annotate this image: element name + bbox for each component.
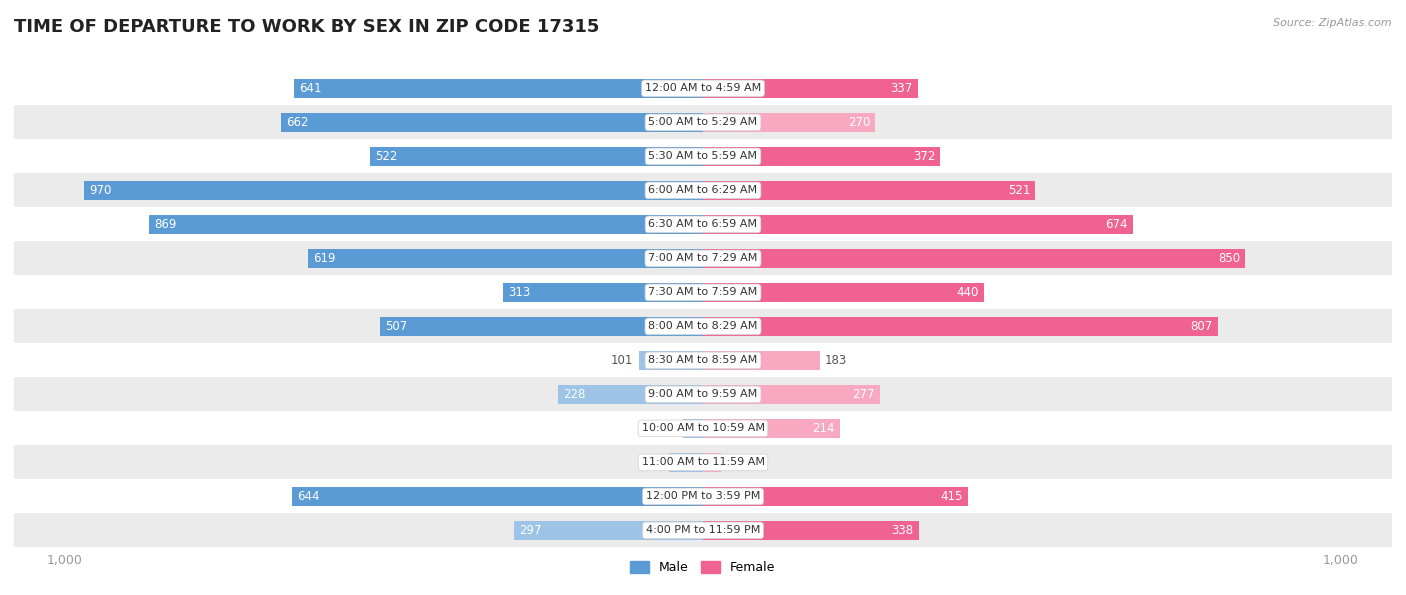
Text: Source: ZipAtlas.com: Source: ZipAtlas.com — [1274, 18, 1392, 28]
Text: 7:30 AM to 7:59 AM: 7:30 AM to 7:59 AM — [648, 287, 758, 298]
Bar — [0, 343, 1406, 377]
Bar — [0, 71, 1406, 105]
Bar — [703, 453, 721, 472]
Bar — [0, 480, 1406, 513]
Text: 12:00 AM to 4:59 AM: 12:00 AM to 4:59 AM — [645, 83, 761, 93]
Bar — [281, 113, 703, 131]
Text: 5:30 AM to 5:59 AM: 5:30 AM to 5:59 AM — [648, 151, 758, 161]
Bar — [703, 419, 839, 438]
Text: 29: 29 — [727, 456, 741, 469]
Text: 869: 869 — [153, 218, 176, 231]
Bar — [703, 181, 1035, 200]
Text: 11:00 AM to 11:59 AM: 11:00 AM to 11:59 AM — [641, 458, 765, 468]
Bar — [0, 309, 1406, 343]
Bar — [380, 317, 703, 336]
Bar — [703, 521, 918, 540]
Text: 183: 183 — [825, 354, 846, 367]
Text: 9:00 AM to 9:59 AM: 9:00 AM to 9:59 AM — [648, 389, 758, 399]
Bar — [703, 79, 918, 98]
Legend: Male, Female: Male, Female — [626, 556, 780, 579]
Bar — [703, 215, 1133, 234]
Bar — [0, 139, 1406, 173]
Bar — [0, 275, 1406, 309]
Bar — [294, 79, 703, 98]
Bar — [703, 317, 1218, 336]
Text: 54: 54 — [648, 456, 664, 469]
Text: 372: 372 — [912, 150, 935, 163]
Text: 277: 277 — [852, 388, 875, 401]
Text: 662: 662 — [285, 116, 308, 129]
Bar — [0, 173, 1406, 208]
Text: 619: 619 — [314, 252, 336, 265]
Bar — [0, 446, 1406, 480]
Bar — [0, 377, 1406, 411]
Bar — [292, 487, 703, 506]
Text: 7:00 AM to 7:29 AM: 7:00 AM to 7:29 AM — [648, 253, 758, 264]
Bar — [703, 351, 820, 369]
Text: 522: 522 — [375, 150, 398, 163]
Text: 338: 338 — [891, 524, 914, 537]
Text: 228: 228 — [562, 388, 585, 401]
Text: 440: 440 — [956, 286, 979, 299]
Text: 415: 415 — [941, 490, 963, 503]
Bar — [503, 283, 703, 302]
Text: TIME OF DEPARTURE TO WORK BY SEX IN ZIP CODE 17315: TIME OF DEPARTURE TO WORK BY SEX IN ZIP … — [14, 18, 599, 36]
Text: 8:30 AM to 8:59 AM: 8:30 AM to 8:59 AM — [648, 355, 758, 365]
Bar — [0, 513, 1406, 547]
Text: 10:00 AM to 10:59 AM: 10:00 AM to 10:59 AM — [641, 424, 765, 433]
Bar — [703, 487, 967, 506]
Bar — [703, 147, 941, 166]
Text: 507: 507 — [385, 320, 406, 333]
Bar — [0, 242, 1406, 275]
Text: 6:00 AM to 6:29 AM: 6:00 AM to 6:29 AM — [648, 186, 758, 195]
Text: 6:30 AM to 6:59 AM: 6:30 AM to 6:59 AM — [648, 220, 758, 230]
Bar — [84, 181, 703, 200]
Text: 270: 270 — [848, 116, 870, 129]
Text: 313: 313 — [509, 286, 530, 299]
Bar — [703, 113, 875, 131]
Text: 8:00 AM to 8:29 AM: 8:00 AM to 8:29 AM — [648, 321, 758, 331]
Bar — [703, 283, 984, 302]
Text: 4:00 PM to 11:59 PM: 4:00 PM to 11:59 PM — [645, 525, 761, 536]
Bar — [638, 351, 703, 369]
Bar — [0, 105, 1406, 139]
Bar — [308, 249, 703, 268]
Text: 850: 850 — [1218, 252, 1240, 265]
Text: 214: 214 — [811, 422, 834, 435]
Bar — [0, 208, 1406, 242]
Text: 297: 297 — [519, 524, 541, 537]
Text: 807: 807 — [1191, 320, 1213, 333]
Bar — [0, 411, 1406, 446]
Bar — [558, 385, 703, 404]
Text: 674: 674 — [1105, 218, 1128, 231]
Bar — [682, 419, 703, 438]
Text: 32: 32 — [662, 422, 678, 435]
Bar — [513, 521, 703, 540]
Bar — [703, 385, 880, 404]
Bar — [703, 249, 1246, 268]
Bar — [669, 453, 703, 472]
Text: 970: 970 — [90, 184, 111, 197]
Text: 337: 337 — [890, 82, 912, 95]
Bar — [149, 215, 703, 234]
Text: 521: 521 — [1008, 184, 1031, 197]
Text: 12:00 PM to 3:59 PM: 12:00 PM to 3:59 PM — [645, 491, 761, 502]
Text: 641: 641 — [299, 82, 322, 95]
Bar — [370, 147, 703, 166]
Text: 644: 644 — [297, 490, 319, 503]
Text: 101: 101 — [612, 354, 634, 367]
Text: 5:00 AM to 5:29 AM: 5:00 AM to 5:29 AM — [648, 117, 758, 127]
